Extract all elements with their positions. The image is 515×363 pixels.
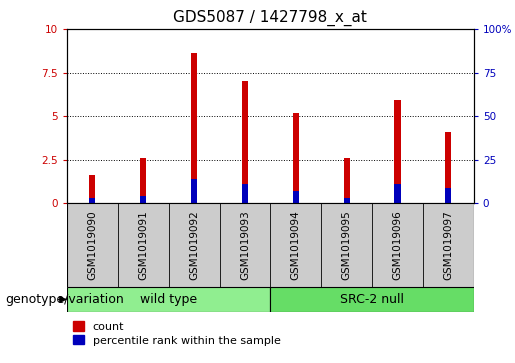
Bar [140,158,146,203]
Text: GSM1019093: GSM1019093 [240,210,250,280]
Title: GDS5087 / 1427798_x_at: GDS5087 / 1427798_x_at [174,10,367,26]
Bar [89,175,95,203]
Bar [89,198,95,203]
Bar [394,184,401,203]
Text: genotype/variation: genotype/variation [5,293,124,306]
Bar [140,196,146,203]
Text: GSM1019095: GSM1019095 [341,210,352,280]
Bar [270,287,474,312]
Legend: count, percentile rank within the sample: count, percentile rank within the sample [73,321,280,346]
Text: GSM1019090: GSM1019090 [88,210,97,280]
Bar [445,132,452,203]
Bar [242,81,248,203]
Bar [293,191,299,203]
Text: wild type: wild type [140,293,197,306]
Bar [394,101,401,203]
Bar [242,184,248,203]
Text: GSM1019097: GSM1019097 [443,210,453,280]
Bar [445,188,452,203]
Bar [67,287,270,312]
Text: SRC-2 null: SRC-2 null [340,293,404,306]
Text: GSM1019094: GSM1019094 [291,210,301,280]
Bar [293,113,299,203]
Text: GSM1019096: GSM1019096 [392,210,403,280]
Text: GSM1019092: GSM1019092 [189,210,199,280]
Bar [344,198,350,203]
Bar [191,179,197,203]
Text: GSM1019091: GSM1019091 [138,210,148,280]
Bar [191,53,197,203]
Bar [344,158,350,203]
